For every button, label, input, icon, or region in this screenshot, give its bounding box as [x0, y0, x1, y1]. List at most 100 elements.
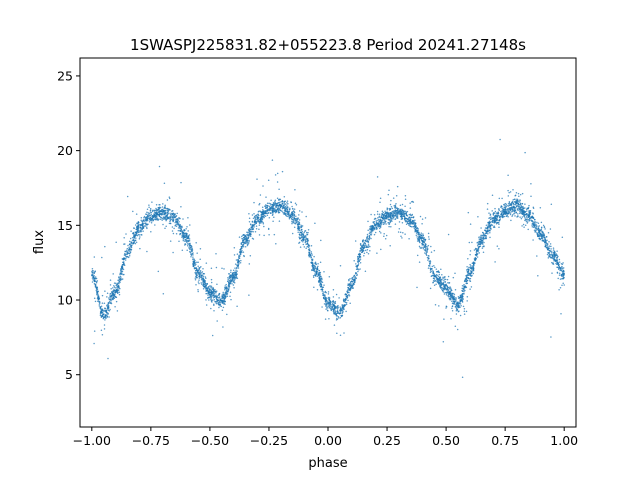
data-point [504, 208, 507, 210]
data-point [189, 248, 191, 251]
data-point [558, 272, 561, 274]
data-point [158, 165, 161, 168]
data-point [445, 283, 447, 286]
data-point [335, 293, 338, 296]
data-point [525, 220, 528, 223]
data-point [240, 242, 243, 244]
data-point [461, 376, 464, 378]
data-point [408, 216, 410, 219]
data-point [338, 297, 340, 299]
data-point [518, 206, 520, 208]
data-point [418, 261, 421, 263]
data-point [185, 233, 188, 235]
data-point [419, 247, 421, 249]
data-point [174, 225, 176, 227]
data-point [270, 199, 272, 202]
data-point [138, 234, 141, 236]
data-point [248, 263, 251, 265]
data-point [255, 228, 258, 230]
data-point [491, 219, 494, 221]
data-point [293, 226, 296, 229]
data-point [180, 227, 182, 229]
data-point [197, 288, 199, 291]
data-point [553, 250, 556, 253]
data-point [154, 218, 157, 221]
data-point [241, 247, 243, 250]
data-point [522, 223, 525, 226]
data-point [128, 255, 131, 257]
data-point [413, 227, 416, 229]
data-point [221, 294, 223, 296]
data-point [250, 228, 252, 230]
data-point [162, 293, 165, 295]
data-point [147, 212, 150, 214]
data-point [231, 277, 233, 280]
data-point [474, 254, 477, 256]
data-point [287, 203, 289, 205]
data-point [532, 226, 535, 228]
data-point [469, 280, 472, 282]
data-point [144, 225, 146, 227]
data-point [196, 252, 198, 254]
data-point [464, 279, 466, 282]
data-point [267, 228, 270, 230]
data-point [528, 210, 530, 212]
data-point [353, 283, 355, 286]
data-point [149, 210, 152, 212]
data-point [188, 245, 191, 247]
data-point [387, 216, 390, 218]
data-point [508, 208, 510, 211]
data-point [481, 241, 483, 244]
data-point [104, 245, 106, 248]
data-point [236, 305, 238, 308]
data-point [148, 206, 150, 208]
data-point [503, 213, 505, 215]
data-point [298, 223, 300, 225]
data-point [408, 237, 410, 240]
data-point [468, 278, 471, 280]
data-point [244, 235, 246, 237]
data-point [421, 218, 424, 220]
data-point [212, 288, 215, 290]
data-point [509, 212, 512, 214]
data-point [366, 233, 369, 236]
data-point [227, 289, 230, 292]
data-point [254, 214, 257, 217]
data-point [427, 244, 430, 247]
data-point [512, 198, 515, 201]
data-point [172, 232, 175, 235]
data-point [142, 230, 144, 232]
data-point [154, 209, 156, 212]
data-point [229, 274, 231, 276]
data-point [115, 296, 117, 299]
data-point [460, 294, 463, 296]
data-point [321, 306, 323, 308]
data-point [310, 251, 313, 253]
data-point [107, 303, 109, 306]
data-point [519, 203, 521, 206]
data-point [308, 248, 311, 250]
data-point [324, 297, 327, 299]
data-point [151, 210, 154, 213]
data-point [476, 249, 479, 252]
data-point [502, 216, 505, 218]
data-point [325, 305, 327, 307]
data-point [298, 226, 301, 228]
data-point [485, 230, 488, 232]
data-point [544, 239, 547, 242]
data-point [199, 269, 202, 272]
data-point [383, 223, 385, 225]
data-point [112, 296, 115, 299]
data-point [473, 258, 476, 261]
data-point [116, 285, 118, 288]
data-point [548, 245, 551, 247]
data-point [106, 312, 108, 314]
data-point [402, 232, 404, 234]
data-point [108, 300, 111, 303]
data-point [503, 206, 505, 209]
data-point [220, 305, 223, 308]
data-point [363, 254, 365, 257]
data-point [205, 262, 208, 264]
data-point [435, 280, 437, 282]
data-point [277, 208, 280, 210]
